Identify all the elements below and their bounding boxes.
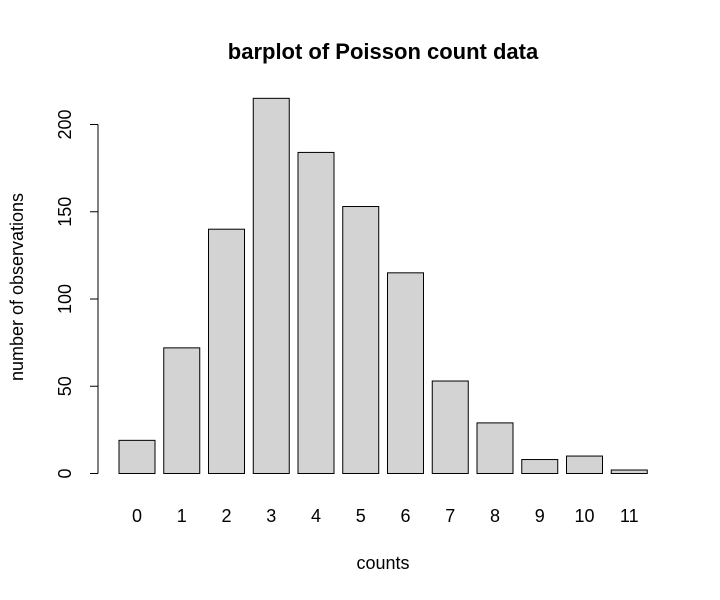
bar-3	[252, 97, 290, 474]
y-axis-label: number of observations	[7, 193, 27, 381]
x-tick-label-6: 6	[400, 506, 410, 526]
x-tick-label-10: 10	[574, 506, 594, 526]
x-tick-label-7: 7	[445, 506, 455, 526]
chart-title: barplot of Poisson count data	[228, 39, 539, 64]
x-tick-label-8: 8	[490, 506, 500, 526]
x-tick-label-11: 11	[620, 506, 639, 526]
bar-6	[387, 272, 424, 475]
bars-group	[118, 97, 648, 475]
x-tick-labels: 0 1 2 3 4 5 6 7 8 9 10 11	[132, 506, 639, 526]
x-tick-label-5: 5	[356, 506, 366, 526]
x-tick-label-0: 0	[132, 506, 142, 526]
bar-10	[566, 455, 603, 474]
x-tick-label-4: 4	[311, 506, 321, 526]
x-tick-label-9: 9	[535, 506, 545, 526]
y-tick-label-150: 150	[55, 197, 75, 227]
y-tick-label-0: 0	[55, 468, 75, 478]
y-tick-label-200: 200	[55, 109, 75, 139]
bar-1	[163, 347, 201, 474]
bar-2	[208, 228, 245, 474]
bar-8	[476, 422, 514, 474]
x-tick-label-2: 2	[221, 506, 231, 526]
bar-9	[521, 459, 559, 475]
y-tick-label-50: 50	[55, 376, 75, 396]
bar-4	[297, 151, 335, 474]
y-axis: 0 50 100 150 200	[55, 109, 99, 479]
x-tick-label-3: 3	[266, 506, 276, 526]
bar-11	[610, 469, 648, 475]
x-axis-label: counts	[356, 553, 409, 573]
bar-0	[118, 439, 156, 474]
y-tick-label-100: 100	[55, 284, 75, 314]
x-tick-label-1: 1	[177, 506, 187, 526]
bar-5	[342, 206, 380, 474]
bar-7	[431, 380, 469, 475]
